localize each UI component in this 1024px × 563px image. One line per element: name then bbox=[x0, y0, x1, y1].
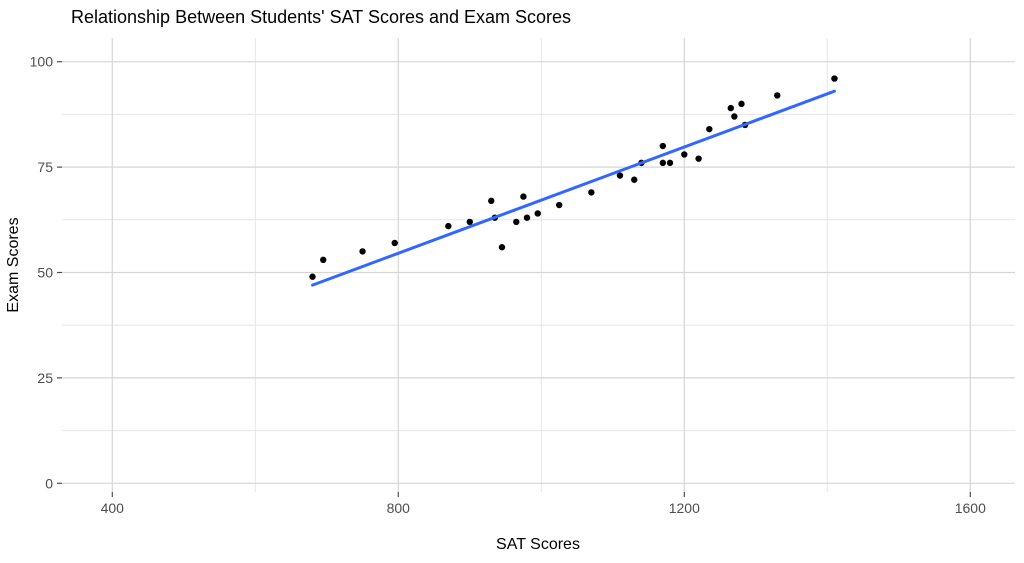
data-point bbox=[520, 193, 527, 200]
data-point bbox=[831, 75, 838, 82]
data-point bbox=[498, 244, 506, 251]
y-tick-label: 75 bbox=[37, 159, 53, 175]
data-point bbox=[695, 155, 702, 162]
data-point bbox=[488, 197, 495, 205]
x-tick-label: 1200 bbox=[669, 500, 700, 516]
chart-title: Relationship Between Students' SAT Score… bbox=[71, 7, 572, 27]
data-point bbox=[466, 218, 473, 226]
y-tick-label: 100 bbox=[30, 54, 54, 70]
data-point bbox=[555, 201, 563, 209]
y-tick-label: 0 bbox=[45, 475, 53, 491]
y-axis-label: Exam Scores bbox=[5, 217, 22, 313]
x-axis-label: SAT Scores bbox=[496, 536, 580, 553]
regression-line bbox=[311, 89, 836, 287]
x-tick-label: 1600 bbox=[955, 500, 986, 516]
data-point bbox=[659, 142, 667, 150]
x-tick-label: 800 bbox=[387, 500, 411, 516]
data-point bbox=[681, 151, 688, 158]
data-point bbox=[631, 176, 638, 183]
data-point bbox=[616, 172, 624, 179]
data-point bbox=[738, 100, 745, 108]
data-point bbox=[523, 214, 531, 221]
data-point bbox=[659, 159, 667, 167]
data-point bbox=[309, 273, 316, 280]
data-point bbox=[706, 125, 713, 133]
data-point bbox=[731, 113, 738, 120]
y-tick-label: 50 bbox=[37, 265, 53, 281]
data-point bbox=[727, 104, 734, 112]
data-point bbox=[534, 210, 541, 217]
data-point bbox=[445, 222, 452, 230]
data-point bbox=[320, 256, 327, 264]
y-tick-label: 25 bbox=[37, 370, 53, 386]
data-point bbox=[391, 239, 398, 247]
data-point bbox=[359, 248, 366, 255]
data-point bbox=[588, 189, 595, 196]
data-point bbox=[513, 218, 520, 226]
data-point bbox=[774, 92, 781, 99]
data-point bbox=[666, 159, 674, 167]
x-tick-label: 400 bbox=[101, 500, 125, 516]
